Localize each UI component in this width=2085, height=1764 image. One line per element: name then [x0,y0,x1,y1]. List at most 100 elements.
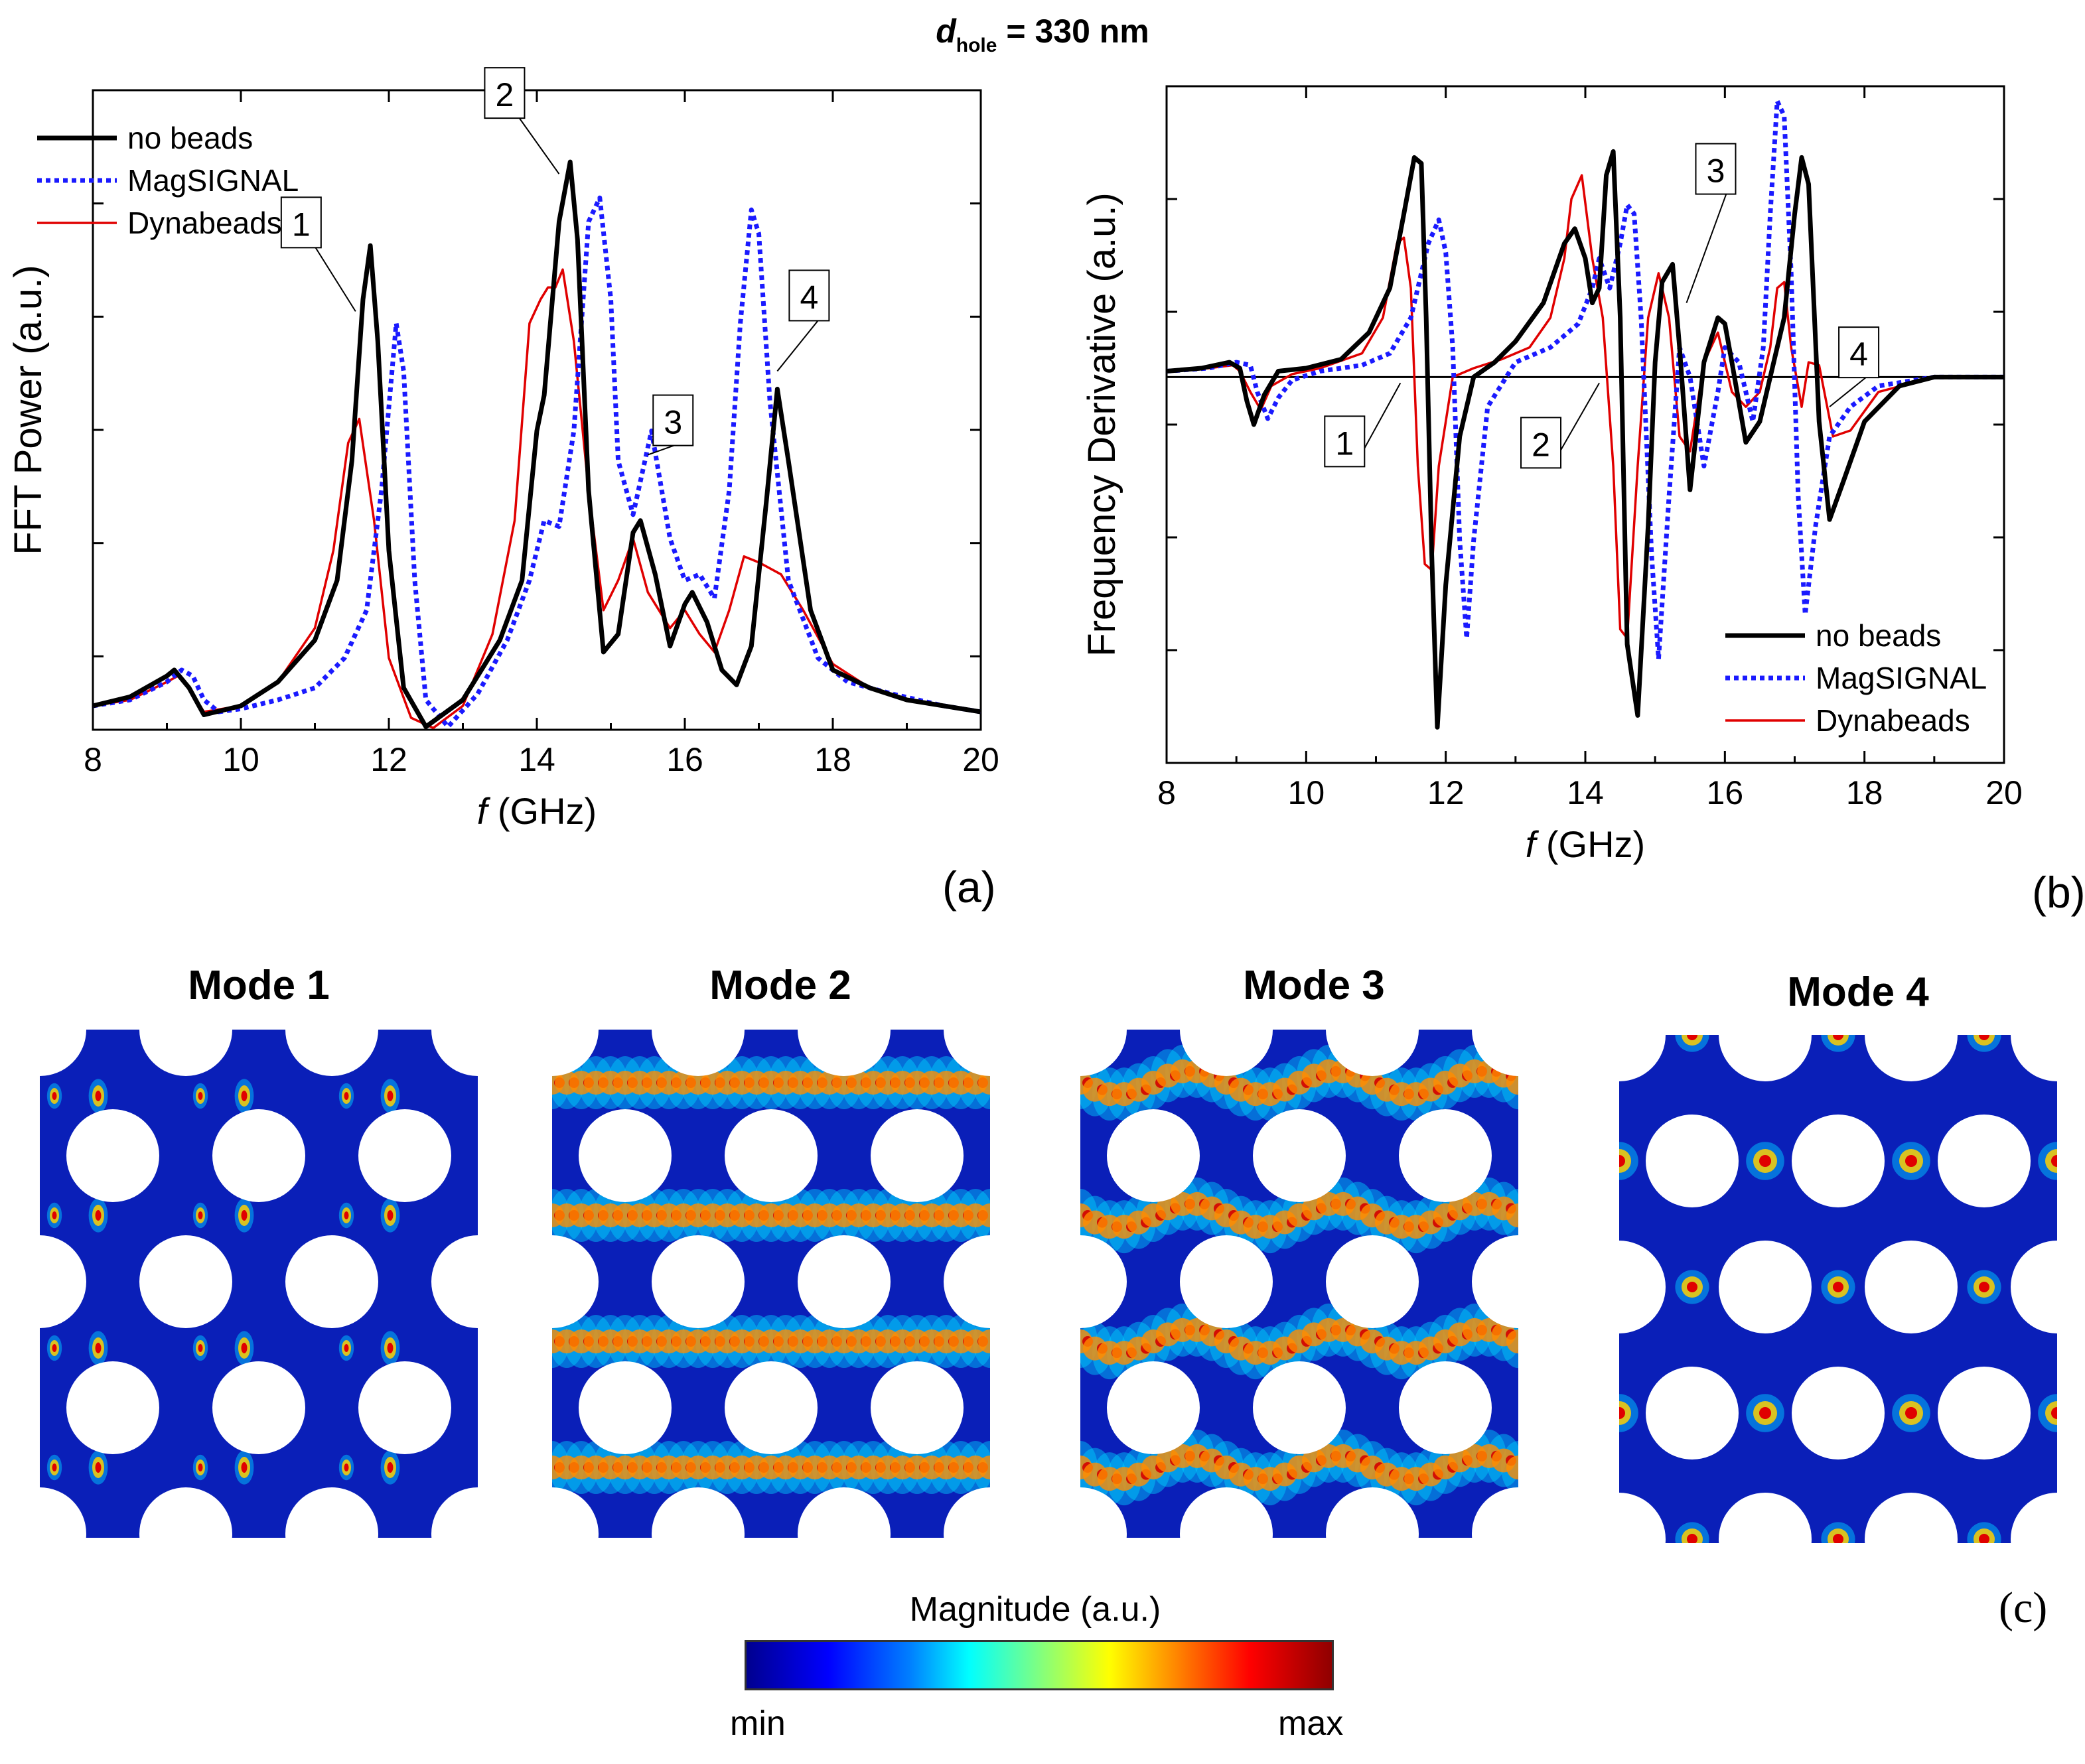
annotation-box [788,269,830,322]
antidot-hole [579,1361,672,1454]
legend-label: Dynabeads [127,206,282,240]
mode-intensity-core [241,1462,248,1473]
antidot-hole [431,1235,478,1328]
antidot-hole [139,1235,232,1328]
mode-1-map [40,1030,478,1538]
mode-intensity-core [1759,1407,1771,1419]
antidot-hole [1719,1493,1812,1543]
antidot-hole [1865,1493,1958,1543]
antidot-hole [1719,1241,1812,1333]
antidot-hole [358,1361,451,1454]
mode-intensity-core [1619,1407,1625,1419]
antidot-hole [1619,1241,1666,1333]
antidot-hole [1472,1235,1518,1328]
antidot-hole [1472,1030,1518,1076]
antidot-hole [139,1487,232,1538]
annotation-label: 2 [496,76,514,113]
annotation-box [652,394,694,446]
x-tick-label: 20 [1985,774,2023,811]
colorbar-max-label: max [1278,1704,1344,1743]
antidot-hole [212,1361,305,1454]
fft-power-chart: 8 10 12 14 16 18 20f (GHz)FFT Power (a.u.)1234… [7,67,999,912]
antidot-hole [2011,1241,2057,1333]
mode-intensity-core [52,1463,57,1471]
mode-intensity-core [344,1463,349,1471]
figure-title: dhole = 330 nm [0,12,2085,57]
mode-band [1506,1456,1518,1480]
mode-intensity-core [1833,1534,1843,1543]
mode-band [978,1329,990,1353]
antidot-hole [1938,1367,2031,1459]
antidot-hole [212,1109,305,1202]
mode-intensity-core [2051,1407,2057,1419]
annotation-label: 3 [1707,153,1725,190]
x-tick-label: 16 [666,741,703,778]
mode-intensity-core [1687,1035,1697,1040]
annotation-label: 1 [292,206,311,243]
panel-c-label: (c) [1999,1584,2048,1632]
antidot-hole [285,1487,378,1538]
mode-intensity-core [95,1462,102,1473]
colorbar-title: Magnitude (a.u.) [909,1590,1161,1629]
mode-intensity-core [1687,1534,1697,1543]
mode-band [1506,1329,1518,1354]
x-axis-label-unit: (GHz) [1536,823,1645,865]
antidot-hole [871,1361,964,1454]
annotation-label: 4 [800,279,818,316]
mode-2-map [552,1030,990,1538]
panel-label: (b) [2032,868,2085,917]
x-tick-label: 16 [1707,774,1744,811]
mode-intensity-core [1687,1282,1697,1292]
mode-intensity-core [387,1091,394,1101]
x-tick-label: 18 [814,741,851,778]
mode-intensity-core [52,1211,57,1219]
x-tick-label: 10 [222,741,259,778]
antidot-hole [431,1487,478,1538]
antidot-hole [1619,1493,1666,1543]
annotation-box [1324,415,1366,468]
mode-band [978,1456,990,1479]
mode-intensity-core [1619,1155,1625,1167]
mode-intensity-core [2051,1155,2057,1167]
colorbar [745,1640,1334,1690]
mode-intensity-core [198,1211,203,1219]
mode-band [1506,1203,1518,1228]
series-line-dynabeads [93,268,981,730]
annotation-label: 1 [1335,425,1354,462]
antidot-hole [1080,1487,1127,1538]
mode-band [978,1071,990,1095]
antidot-hole [1938,1115,2031,1207]
antidot-hole [358,1109,451,1202]
antidot-hole [2011,1035,2057,1081]
antidot-hole [1326,1487,1419,1538]
annotation-box [484,67,526,119]
mode-intensity-core [95,1210,102,1221]
mode-band [978,1203,990,1227]
annotation-leader [1829,373,1871,407]
antidot-hole [1326,1030,1419,1076]
mode-intensity-core [1905,1407,1917,1419]
antidot-hole [1619,1035,1666,1081]
antidot-hole [40,1030,86,1076]
colorbar-min-label: min [730,1704,786,1743]
x-tick-label: 12 [370,741,407,778]
annotation-box [1520,417,1562,469]
mode-intensity-core [344,1344,349,1352]
x-tick-label: 12 [1427,774,1465,811]
antidot-hole [285,1030,378,1076]
mode-intensity-core [1833,1035,1843,1040]
x-tick-label: 20 [962,741,999,778]
mode-3-title: Mode 3 [1243,963,1385,1008]
antidot-hole [40,1487,86,1538]
panel-label: (a) [942,862,996,912]
annotation-leader [776,316,822,372]
mode-intensity-core [241,1210,248,1221]
mode-intensity-core [198,1092,203,1100]
mode-intensity-core [52,1092,57,1100]
mode-intensity-core [344,1211,349,1219]
antidot-hole [1253,1109,1346,1202]
mode-intensity-core [95,1343,102,1353]
antidot-hole [1472,1487,1518,1538]
mode-intensity-core [387,1210,394,1221]
antidot-hole [798,1030,891,1076]
